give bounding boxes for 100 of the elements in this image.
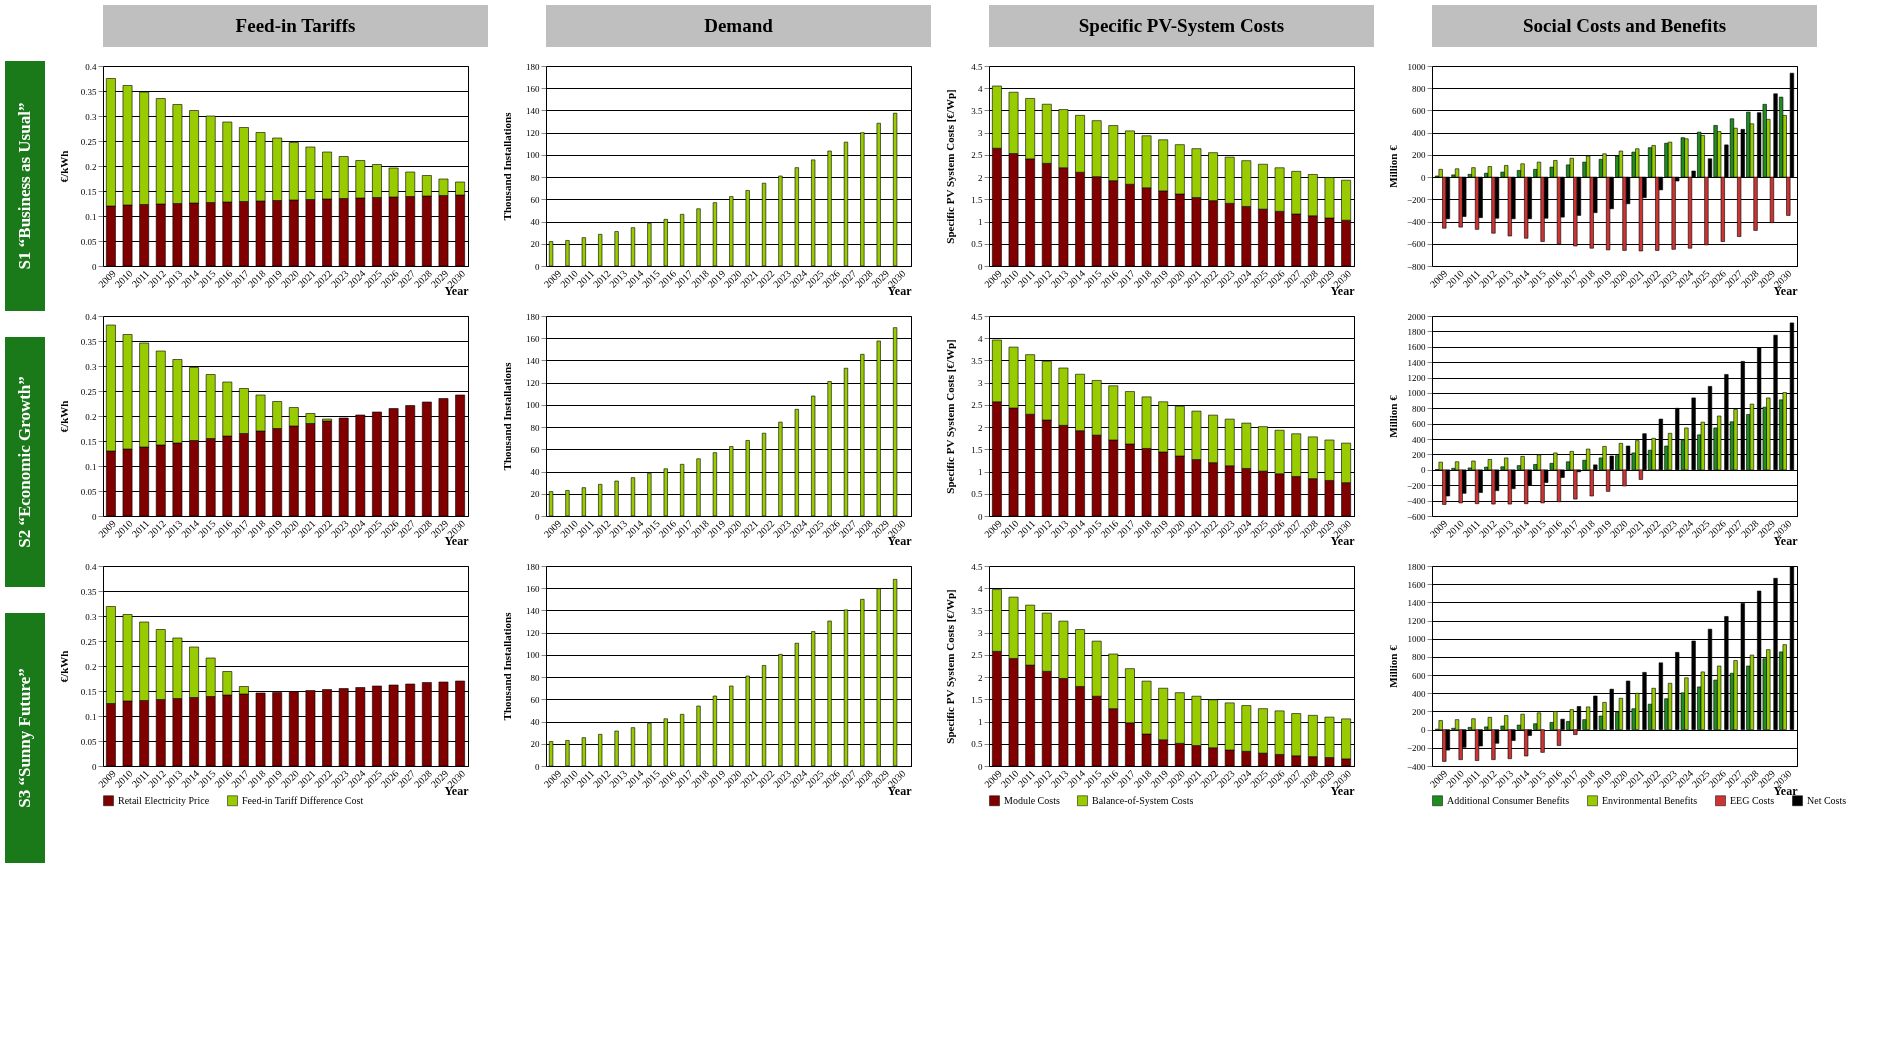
y-tick-label: 3 — [978, 128, 983, 139]
y-tick-label: 1600 — [1407, 342, 1426, 353]
y-tick-label: 100 — [526, 650, 540, 661]
y-tick-label: 200 — [1412, 449, 1426, 460]
y-tick-label: 0 — [92, 761, 97, 772]
y-axis-title: €/kWh — [57, 400, 70, 433]
y-tick-label: 3 — [978, 628, 983, 639]
y-tick-label: 80 — [530, 422, 540, 433]
y-tick-label: 3.5 — [971, 355, 983, 366]
y-tick-label: 2.5 — [971, 650, 983, 661]
y-tick-label: 140 — [526, 105, 540, 116]
y-tick-label: −400 — [1406, 217, 1426, 228]
y-tick-label: 1000 — [1407, 388, 1426, 399]
y-tick-label: 0 — [978, 511, 983, 522]
chart-title: Demand — [704, 15, 774, 36]
y-tick-label: 0.15 — [80, 686, 97, 697]
y-tick-label: 0.35 — [80, 586, 97, 597]
y-tick-label: −200 — [1406, 743, 1426, 754]
y-tick-label: 0.25 — [80, 636, 97, 647]
y-axis-title: Million € — [1386, 644, 1399, 688]
y-tick-label: 0.25 — [80, 386, 97, 397]
legend-label: Module Costs — [1004, 794, 1060, 806]
y-tick-label: 3.5 — [971, 105, 983, 116]
y-tick-label: 1400 — [1407, 357, 1426, 368]
y-tick-label: 160 — [526, 83, 540, 94]
y-tick-label: 600 — [1412, 105, 1426, 116]
y-tick-label: −400 — [1406, 761, 1426, 772]
y-axis-title: €/kWh — [57, 650, 70, 683]
y-tick-label: 0.05 — [80, 736, 97, 747]
legend-label: Retail Electricity Price — [118, 794, 210, 806]
y-tick-label: 0.4 — [85, 561, 97, 572]
y-tick-label: 4 — [978, 83, 983, 94]
y-tick-label: 1000 — [1407, 61, 1426, 72]
y-tick-label: 40 — [530, 467, 540, 478]
y-tick-label: 160 — [526, 333, 540, 344]
y-tick-label: −200 — [1406, 194, 1426, 205]
y-tick-label: 0.05 — [80, 486, 97, 497]
y-tick-label: 4 — [978, 333, 983, 344]
y-tick-label: 20 — [530, 739, 540, 750]
y-tick-label: −800 — [1406, 261, 1426, 272]
y-tick-label: 120 — [526, 628, 540, 639]
legend-label: Net Costs — [1807, 794, 1847, 806]
y-axis-title: Specific PV System Costs [€/Wp] — [943, 589, 956, 744]
y-tick-label: 1200 — [1407, 373, 1426, 384]
y-tick-label: 400 — [1412, 128, 1426, 139]
y-tick-label: 200 — [1412, 706, 1426, 717]
text: S3 “Sunny Future” — [15, 668, 34, 808]
y-tick-label: 1800 — [1407, 561, 1426, 572]
y-axis-title: Million € — [1386, 144, 1399, 188]
y-tick-label: 0 — [92, 511, 97, 522]
text: S2 “Economic Growth” — [15, 376, 34, 548]
y-tick-label: 0.35 — [80, 336, 97, 347]
y-tick-label: 0 — [92, 261, 97, 272]
y-tick-label: 0.05 — [80, 236, 97, 247]
y-tick-label: 180 — [526, 561, 540, 572]
y-tick-label: 0.4 — [85, 61, 97, 72]
y-tick-label: 4.5 — [971, 61, 983, 72]
y-tick-label: 60 — [530, 444, 540, 455]
legend-label: EEG Costs — [1730, 794, 1775, 806]
y-tick-label: −600 — [1406, 511, 1426, 522]
y-tick-label: 80 — [530, 172, 540, 183]
y-tick-label: 0.5 — [971, 489, 983, 500]
y-axis-title: Million € — [1386, 394, 1399, 438]
y-tick-label: 80 — [530, 672, 540, 683]
y-tick-label: 0.3 — [85, 361, 97, 372]
y-axis-title: €/kWh — [57, 150, 70, 183]
y-tick-label: 4.5 — [971, 311, 983, 322]
y-tick-label: 180 — [526, 61, 540, 72]
y-tick-label: 2 — [978, 672, 983, 683]
y-tick-label: −200 — [1406, 480, 1426, 491]
y-tick-label: 1400 — [1407, 597, 1426, 608]
y-tick-label: 800 — [1412, 403, 1426, 414]
y-tick-label: 400 — [1412, 688, 1426, 699]
y-tick-label: 0.35 — [80, 86, 97, 97]
y-tick-label: 600 — [1412, 670, 1426, 681]
y-tick-label: 100 — [526, 400, 540, 411]
y-tick-label: 1 — [978, 717, 983, 728]
y-tick-label: 1200 — [1407, 616, 1426, 627]
y-tick-label: 0.3 — [85, 111, 97, 122]
y-tick-label: 3.5 — [971, 605, 983, 616]
y-axis-title: Thousand Installations — [500, 361, 513, 471]
y-tick-label: 1.5 — [971, 694, 983, 705]
y-tick-label: 20 — [530, 489, 540, 500]
y-tick-label: 0 — [535, 261, 540, 272]
y-tick-label: 180 — [526, 311, 540, 322]
y-tick-label: 800 — [1412, 83, 1426, 94]
y-tick-label: 4.5 — [971, 561, 983, 572]
y-axis-title: Specific PV System Costs [€/Wp] — [943, 89, 956, 244]
y-tick-label: 140 — [526, 355, 540, 366]
y-tick-label: 1600 — [1407, 579, 1426, 590]
y-tick-label: 0.4 — [85, 311, 97, 322]
y-tick-label: 1800 — [1407, 326, 1426, 337]
y-tick-label: 1.5 — [971, 444, 983, 455]
y-tick-label: 120 — [526, 378, 540, 389]
y-tick-label: 0 — [1421, 172, 1426, 183]
y-tick-label: 20 — [530, 239, 540, 250]
y-tick-label: 120 — [526, 128, 540, 139]
y-axis-title: Thousand Installations — [500, 111, 513, 221]
y-tick-label: 40 — [530, 217, 540, 228]
y-tick-label: 0.15 — [80, 436, 97, 447]
